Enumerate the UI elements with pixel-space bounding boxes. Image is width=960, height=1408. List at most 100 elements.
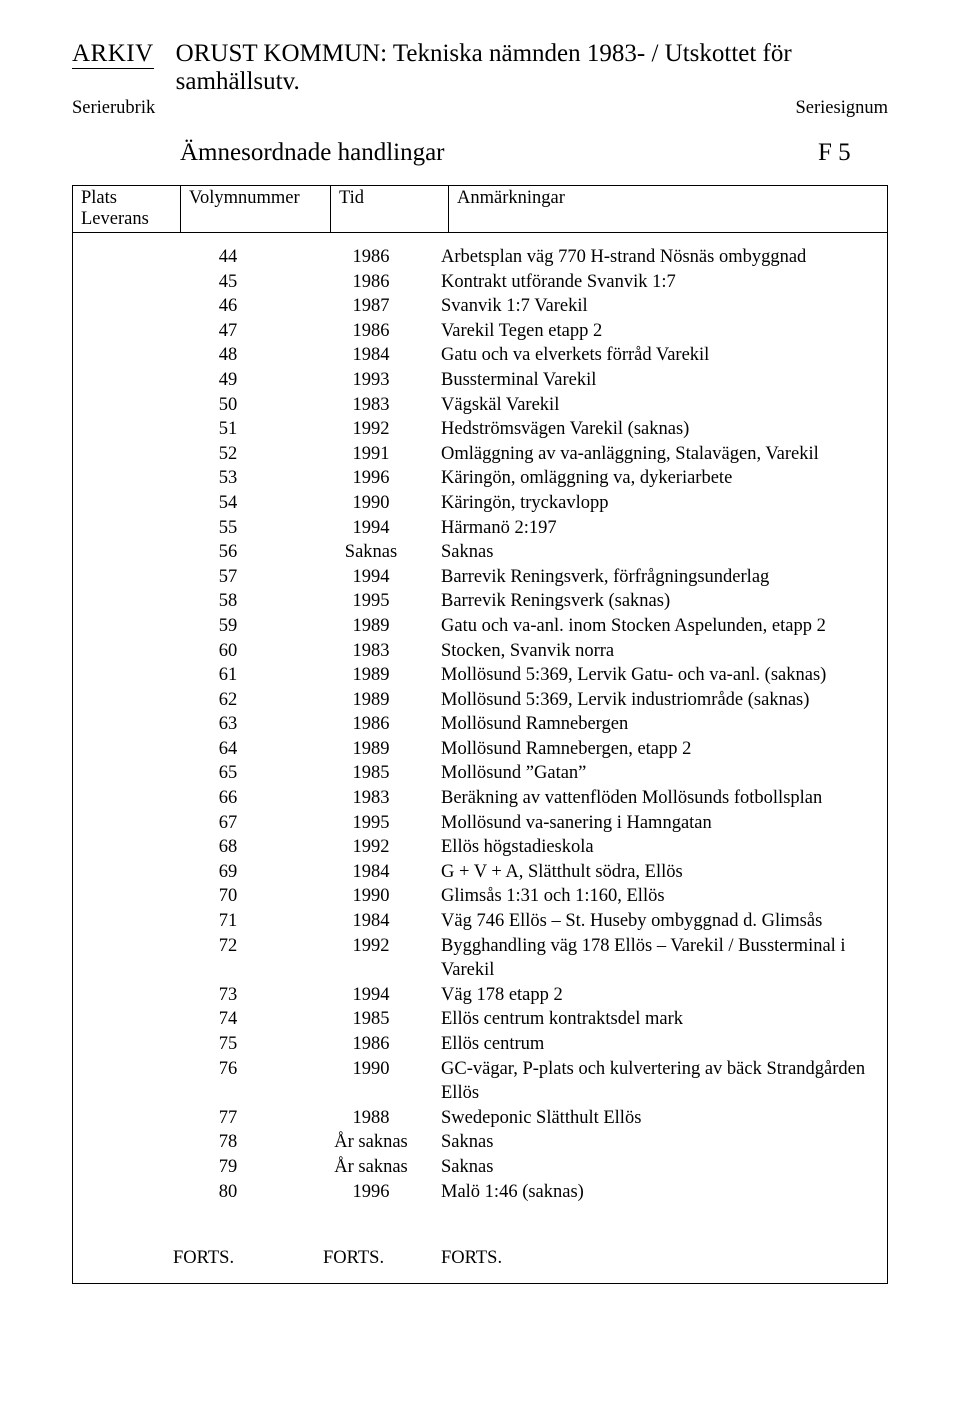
- cell-vol: 69: [173, 860, 323, 885]
- table-row: 771988Swedeponic Slätthult Ellös: [81, 1106, 879, 1131]
- table-row: 741985Ellös centrum kontraktsdel mark: [81, 1007, 879, 1032]
- cell-tid: 1989: [323, 614, 441, 639]
- cell-anm: Arbetsplan väg 770 H-strand Nösnäs ombyg…: [441, 245, 879, 270]
- leverans-label: Leverans: [81, 209, 149, 229]
- cell-anm: G + V + A, Slätthult södra, Ellös: [441, 860, 879, 885]
- table-row: 671995Mollösund va-sanering i Hamngatan: [81, 811, 879, 836]
- table-row: 721992Bygghandling väg 178 Ellös – Varek…: [81, 934, 879, 983]
- cell-tid: 1992: [323, 835, 441, 860]
- cell-plats: [81, 1155, 173, 1180]
- cell-plats: [81, 835, 173, 860]
- cell-tid: 1986: [323, 319, 441, 344]
- cell-anm: Väg 178 etapp 2: [441, 983, 879, 1008]
- cell-anm: Väg 746 Ellös – St. Huseby ombyggnad d. …: [441, 909, 879, 934]
- table-row: 651985Mollösund ”Gatan”: [81, 761, 879, 786]
- cell-vol: 75: [173, 1032, 323, 1057]
- cell-tid: 1983: [323, 786, 441, 811]
- cell-plats: [81, 1057, 173, 1106]
- table-head: Plats Leverans Volymnummer Tid Anmärknin…: [73, 186, 888, 233]
- cell-vol: 60: [173, 639, 323, 664]
- cell-vol: 78: [173, 1130, 323, 1155]
- cell-plats: [81, 983, 173, 1008]
- cell-tid: 1992: [323, 934, 441, 983]
- arkiv-label: ARKIV: [72, 40, 154, 69]
- cell-anm: Beräkning av vattenflöden Mollösunds fot…: [441, 786, 879, 811]
- table-row: 471986Varekil Tegen etapp 2: [81, 319, 879, 344]
- table-row: 761990GC-vägar, P-plats och kulvertering…: [81, 1057, 879, 1106]
- plats-label: Plats: [81, 188, 117, 208]
- cell-plats: [81, 245, 173, 270]
- cell-vol: 71: [173, 909, 323, 934]
- table-body: 441986Arbetsplan väg 770 H-strand Nösnäs…: [73, 233, 888, 1284]
- cell-anm: Ellös högstadieskola: [441, 835, 879, 860]
- cell-tid: 1984: [323, 343, 441, 368]
- seriesignum-label: Seriesignum: [796, 98, 889, 119]
- cell-vol: 44: [173, 245, 323, 270]
- cell-tid: 1990: [323, 491, 441, 516]
- cell-vol: 80: [173, 1180, 323, 1205]
- table-row: 681992Ellös högstadieskola: [81, 835, 879, 860]
- cell-plats: [81, 565, 173, 590]
- page: ARKIV ORUST KOMMUN: Tekniska nämnden 198…: [0, 0, 960, 1408]
- table-row: 551994Härmanö 2:197: [81, 516, 879, 541]
- cell-plats: [81, 417, 173, 442]
- table-row: 701990Glimsås 1:31 och 1:160, Ellös: [81, 884, 879, 909]
- cell-plats: [81, 688, 173, 713]
- cell-anm: Kontrakt utförande Svanvik 1:7: [441, 270, 879, 295]
- cell-vol: 76: [173, 1057, 323, 1106]
- signum-value: F 5: [818, 139, 888, 167]
- cell-tid: Saknas: [323, 540, 441, 565]
- cell-vol: 52: [173, 442, 323, 467]
- table-row: 601983Stocken, Svanvik norra: [81, 639, 879, 664]
- forts-tid: FORTS.: [323, 1246, 441, 1271]
- cell-anm: Barrevik Reningsverk, förfrågningsunderl…: [441, 565, 879, 590]
- cell-plats: [81, 860, 173, 885]
- cell-plats: [81, 540, 173, 565]
- table-row: 731994Väg 178 etapp 2: [81, 983, 879, 1008]
- table-row: 461987Svanvik 1:7 Varekil: [81, 294, 879, 319]
- subject-title: Ämnesordnade handlingar: [180, 139, 445, 167]
- cell-vol: 51: [173, 417, 323, 442]
- cell-tid: 1989: [323, 737, 441, 762]
- cell-plats: [81, 1032, 173, 1057]
- cell-tid: 1992: [323, 417, 441, 442]
- cell-tid: 1994: [323, 565, 441, 590]
- table-row: 531996Käringön, omläggning va, dykeriarb…: [81, 466, 879, 491]
- cell-plats: [81, 663, 173, 688]
- cell-tid: 1986: [323, 1032, 441, 1057]
- cell-anm: Käringön, tryckavlopp: [441, 491, 879, 516]
- cell-vol: 55: [173, 516, 323, 541]
- cell-vol: 63: [173, 712, 323, 737]
- table-row: 751986Ellös centrum: [81, 1032, 879, 1057]
- cell-anm: Swedeponic Slätthult Ellös: [441, 1106, 879, 1131]
- table-row: 451986Kontrakt utförande Svanvik 1:7: [81, 270, 879, 295]
- cell-anm: Gatu och va elverkets förråd Varekil: [441, 343, 879, 368]
- cell-anm: Ellös centrum: [441, 1032, 879, 1057]
- table-row: 501983Vägskäl Varekil: [81, 393, 879, 418]
- cell-tid: 1993: [323, 368, 441, 393]
- subject-row: Ämnesordnade handlingar F 5: [72, 139, 888, 167]
- cell-anm: Bygghandling väg 178 Ellös – Varekil / B…: [441, 934, 879, 983]
- cell-tid: 1986: [323, 270, 441, 295]
- cell-plats: [81, 368, 173, 393]
- cell-tid: År saknas: [323, 1155, 441, 1180]
- cell-tid: 1996: [323, 466, 441, 491]
- blank-line: [81, 1204, 879, 1228]
- cell-anm: Härmanö 2:197: [441, 516, 879, 541]
- cell-vol: 72: [173, 934, 323, 983]
- cell-anm: GC-vägar, P-plats och kulvertering av bä…: [441, 1057, 879, 1106]
- cell-anm: Ellös centrum kontraktsdel mark: [441, 1007, 879, 1032]
- table-row: 621989Mollösund 5:369, Lervik industriom…: [81, 688, 879, 713]
- cell-plats: [81, 270, 173, 295]
- table-row: 511992Hedströmsvägen Varekil (saknas): [81, 417, 879, 442]
- cell-anm: Mollösund 5:369, Lervik industriområde (…: [441, 688, 879, 713]
- forts-vol: FORTS.: [173, 1246, 323, 1271]
- cell-tid: 1995: [323, 811, 441, 836]
- cell-plats: [81, 1180, 173, 1205]
- cell-vol: 56: [173, 540, 323, 565]
- table-row: 691984G + V + A, Slätthult södra, Ellös: [81, 860, 879, 885]
- table-body-cell: 441986Arbetsplan väg 770 H-strand Nösnäs…: [73, 233, 888, 1284]
- cell-vol: 74: [173, 1007, 323, 1032]
- cell-vol: 49: [173, 368, 323, 393]
- cell-tid: 1985: [323, 761, 441, 786]
